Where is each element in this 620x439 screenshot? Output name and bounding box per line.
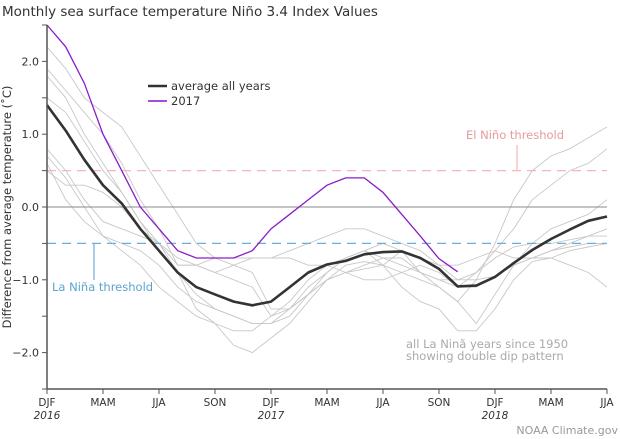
y-tick-label: 0.0 (22, 201, 40, 214)
x-tick-label: JJA (375, 397, 390, 409)
background-series-group (46, 46, 608, 354)
y-tick-label: −1.0 (12, 274, 39, 287)
x-tick-year-label: 2017 (258, 410, 285, 422)
y-axis-label: Difference from average temperature (˚C) (0, 86, 14, 329)
x-tick-year-label: 2018 (482, 410, 509, 422)
x-tick-year-label: 2016 (34, 410, 61, 422)
x-tick-label: JJA (599, 397, 614, 409)
chart-title: Monthly sea surface temperature Niño 3.4… (2, 4, 378, 20)
legend-label-2017: 2017 (171, 94, 200, 108)
legend: average all years 2017 (148, 79, 270, 108)
la-nina-threshold-label: La Niña threshold (52, 280, 153, 294)
x-tick-label: MAM (538, 397, 563, 409)
thresholds-group (47, 170, 607, 244)
x-tick-label: SON (428, 397, 451, 409)
legend-label-average: average all years (171, 79, 270, 93)
el-nino-threshold-label: El Niño threshold (466, 128, 564, 142)
background-annotation-line1: all La Ninã years since 1950 (406, 337, 568, 351)
series-line-2017 (46, 24, 459, 273)
y-tick-label: 1.0 (22, 128, 40, 141)
series-line-average (45, 104, 608, 307)
y-tick-label: 2.0 (22, 55, 40, 68)
x-tick-label: DJF (38, 397, 55, 409)
credit: NOAA Climate.gov (516, 424, 618, 437)
x-tick-label: MAM (90, 397, 115, 409)
background-annotation-line2: showing double dip pattern (406, 349, 564, 363)
x-tick-label: DJF (486, 397, 503, 409)
x-tick-label: MAM (314, 397, 339, 409)
background-series-line (46, 46, 608, 310)
series-group (45, 24, 608, 307)
x-tick-label: JJA (151, 397, 166, 409)
x-tick-label: SON (204, 397, 227, 409)
y-tick-label: −2.0 (12, 347, 39, 360)
x-tick-label: DJF (262, 397, 279, 409)
